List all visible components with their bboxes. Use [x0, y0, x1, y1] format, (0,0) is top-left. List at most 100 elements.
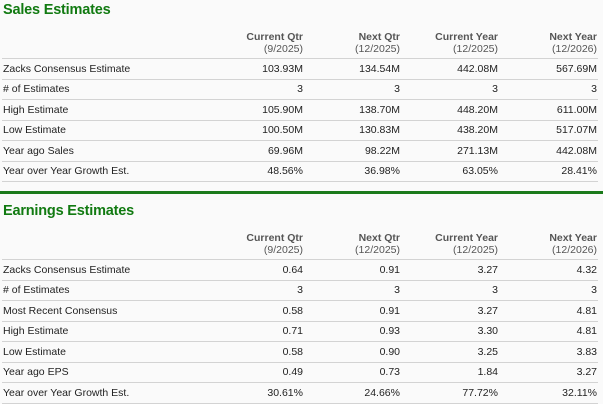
table-row: # of Estimates 3 3 3 3 — [2, 280, 598, 301]
column-header: Next Year (12/2026) — [499, 232, 598, 260]
cell-value: 0.73 — [304, 362, 401, 383]
table-header-row: Current Qtr (9/2025) Next Qtr (12/2025) Curr… — [2, 31, 598, 59]
column-period: (12/2025) — [453, 244, 498, 256]
cell-value: 36.98% — [304, 161, 401, 182]
cell-value: 130.83M — [304, 120, 401, 141]
cell-value: 3 — [499, 79, 598, 100]
cell-value: 567.69M — [499, 58, 598, 80]
column-period: (9/2025) — [263, 244, 303, 256]
cell-value: 3 — [499, 280, 598, 301]
column-header: Next Qtr (12/2025) — [304, 31, 401, 59]
cell-value: 0.90 — [304, 341, 401, 363]
column-period: (12/2025) — [355, 43, 400, 55]
table-row: Year ago Sales 69.96M 98.22M 271.13M 442.08M — [2, 140, 598, 162]
column-label: Current Year — [435, 31, 498, 43]
cell-value: 3.27 — [401, 300, 499, 322]
cell-value: 48.56% — [207, 161, 304, 182]
cell-value: 611.00M — [499, 99, 598, 121]
section-divider — [0, 191, 603, 194]
table-row: High Estimate 105.90M 138.70M 448.20M 611.00… — [2, 99, 598, 121]
column-header: Current Year (12/2025) — [401, 232, 499, 260]
row-label: Low Estimate — [2, 341, 207, 363]
cell-value: 3 — [401, 79, 499, 100]
cell-value: 3.27 — [401, 259, 499, 281]
column-period: (9/2025) — [263, 43, 303, 55]
cell-value: 271.13M — [401, 140, 499, 162]
cell-value: 98.22M — [304, 140, 401, 162]
cell-value: 4.81 — [499, 321, 598, 342]
column-label: Current Qtr — [246, 232, 303, 244]
cell-value: 3.27 — [499, 362, 598, 383]
row-label: Most Recent Consensus — [2, 300, 207, 322]
table-row: Year over Year Growth Est. 30.61% 24.66% 77… — [2, 382, 598, 404]
cell-value: 3.30 — [401, 321, 499, 342]
row-label: # of Estimates — [2, 280, 207, 301]
table-row: Zacks Consensus Estimate 103.93M 134.54M 44… — [2, 58, 598, 80]
column-label: Current Year — [435, 232, 498, 244]
row-label: Zacks Consensus Estimate — [2, 58, 207, 80]
column-label: Next Year — [549, 31, 597, 43]
cell-value: 3 — [401, 280, 499, 301]
row-label: Year over Year Growth Est. — [2, 382, 207, 404]
table-row: Zacks Consensus Estimate 0.64 0.91 3.27 4.32 — [2, 259, 598, 281]
table-header-row: Current Qtr (9/2025) Next Qtr (12/2025) Curr… — [2, 232, 598, 260]
cell-value: 3 — [207, 79, 304, 100]
cell-value: 3.83 — [499, 341, 598, 363]
cell-value: 0.49 — [207, 362, 304, 383]
column-header: Current Qtr (9/2025) — [207, 232, 304, 260]
table-row: Year over Year Growth Est. 48.56% 36.98% 63… — [2, 161, 598, 182]
column-header: Current Qtr (9/2025) — [207, 31, 304, 59]
earnings-estimates-title: Earnings Estimates — [3, 203, 134, 219]
cell-value: 32.11% — [499, 382, 598, 404]
cell-value: 4.32 — [499, 259, 598, 281]
cell-value: 24.66% — [304, 382, 401, 404]
table-row: Low Estimate 100.50M 130.83M 438.20M 517.07M — [2, 120, 598, 141]
cell-value: 3 — [304, 280, 401, 301]
row-label: High Estimate — [2, 321, 207, 342]
row-label: High Estimate — [2, 99, 207, 121]
row-label: # of Estimates — [2, 79, 207, 100]
column-header: Current Year (12/2025) — [401, 31, 499, 59]
cell-value: 448.20M — [401, 99, 499, 121]
cell-value: 100.50M — [207, 120, 304, 141]
column-label: Next Year — [549, 232, 597, 244]
cell-value: 77.72% — [401, 382, 499, 404]
cell-value: 69.96M — [207, 140, 304, 162]
column-header: Next Qtr (12/2025) — [304, 232, 401, 260]
column-header: Next Year (12/2026) — [499, 31, 598, 59]
table-row: High Estimate 0.71 0.93 3.30 4.81 — [2, 321, 598, 342]
cell-value: 63.05% — [401, 161, 499, 182]
row-label: Year ago Sales — [2, 140, 207, 162]
cell-value: 0.58 — [207, 300, 304, 322]
cell-value: 28.41% — [499, 161, 598, 182]
row-label: Year over Year Growth Est. — [2, 161, 207, 182]
cell-value: 134.54M — [304, 58, 401, 80]
cell-value: 442.08M — [401, 58, 499, 80]
cell-value: 3 — [304, 79, 401, 100]
cell-value: 0.93 — [304, 321, 401, 342]
sales-estimates-table: Current Qtr (9/2025) Next Qtr (12/2025) Curr… — [2, 31, 598, 182]
column-label: Current Qtr — [246, 31, 303, 43]
column-period: (12/2026) — [552, 244, 597, 256]
cell-value: 517.07M — [499, 120, 598, 141]
cell-value: 1.84 — [401, 362, 499, 383]
table-row: Low Estimate 0.58 0.90 3.25 3.83 — [2, 341, 598, 363]
column-label: Next Qtr — [358, 232, 400, 244]
table-row: Most Recent Consensus 0.58 0.91 3.27 4.81 — [2, 300, 598, 322]
cell-value: 4.81 — [499, 300, 598, 322]
table-row: Year ago EPS 0.49 0.73 1.84 3.27 — [2, 362, 598, 383]
cell-value: 0.58 — [207, 341, 304, 363]
cell-value: 103.93M — [207, 58, 304, 80]
cell-value: 0.91 — [304, 300, 401, 322]
cell-value: 0.71 — [207, 321, 304, 342]
cell-value: 0.91 — [304, 259, 401, 281]
cell-value: 105.90M — [207, 99, 304, 121]
column-period: (12/2025) — [355, 244, 400, 256]
cell-value: 30.61% — [207, 382, 304, 404]
column-period: (12/2026) — [552, 43, 597, 55]
column-label: Next Qtr — [358, 31, 400, 43]
sales-estimates-title: Sales Estimates — [3, 2, 111, 18]
cell-value: 3.25 — [401, 341, 499, 363]
column-period: (12/2025) — [453, 43, 498, 55]
row-label: Zacks Consensus Estimate — [2, 259, 207, 281]
